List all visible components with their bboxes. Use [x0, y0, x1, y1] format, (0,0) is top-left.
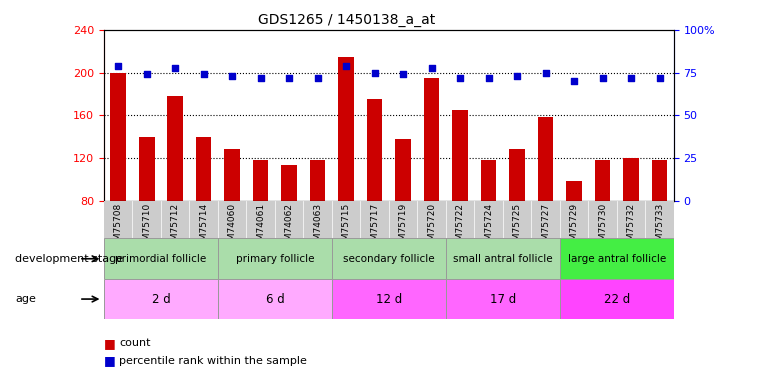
Bar — [623, 158, 639, 201]
Bar — [651, 160, 668, 201]
Point — [140, 71, 152, 77]
Bar — [110, 73, 126, 201]
Text: GDS1265 / 1450138_a_at: GDS1265 / 1450138_a_at — [258, 13, 435, 27]
Bar — [253, 160, 269, 201]
Text: GSM75732: GSM75732 — [627, 202, 635, 252]
Text: ■: ■ — [104, 354, 115, 367]
Text: GSM75727: GSM75727 — [541, 202, 550, 252]
Bar — [310, 160, 326, 201]
Point — [511, 73, 524, 79]
Point — [112, 63, 125, 69]
Text: GSM75720: GSM75720 — [427, 202, 436, 252]
Bar — [560, 279, 674, 319]
Bar — [218, 279, 332, 319]
Point — [169, 64, 182, 70]
Bar — [560, 238, 674, 279]
Point — [340, 63, 353, 69]
Text: small antral follicle: small antral follicle — [453, 254, 553, 264]
Point — [397, 71, 410, 77]
Bar — [395, 139, 411, 201]
Text: GSM75719: GSM75719 — [399, 202, 407, 252]
Text: primary follicle: primary follicle — [236, 254, 314, 264]
Text: percentile rank within the sample: percentile rank within the sample — [119, 356, 307, 366]
Point — [454, 75, 467, 81]
Text: large antral follicle: large antral follicle — [567, 254, 666, 264]
Text: GSM75724: GSM75724 — [484, 202, 493, 252]
Bar — [452, 110, 468, 201]
Bar — [332, 279, 446, 319]
Bar — [446, 279, 560, 319]
Bar — [424, 78, 440, 201]
Bar — [446, 238, 560, 279]
Text: 2 d: 2 d — [152, 292, 170, 306]
Text: ■: ■ — [104, 337, 115, 350]
Text: GSM75725: GSM75725 — [513, 202, 521, 252]
Text: GSM75712: GSM75712 — [171, 202, 179, 252]
Text: development stage: development stage — [15, 254, 123, 264]
Text: GSM75715: GSM75715 — [342, 202, 350, 252]
Bar — [367, 99, 383, 201]
Point — [425, 64, 437, 70]
Text: GSM74060: GSM74060 — [228, 202, 236, 252]
Text: count: count — [119, 338, 151, 348]
Point — [567, 78, 581, 84]
Text: 17 d: 17 d — [490, 292, 516, 306]
Bar — [224, 149, 240, 201]
Text: GSM74061: GSM74061 — [256, 202, 265, 252]
Point — [482, 75, 494, 81]
Text: GSM75729: GSM75729 — [570, 202, 578, 252]
Point — [539, 70, 551, 76]
Bar — [104, 279, 218, 319]
Text: GSM75717: GSM75717 — [370, 202, 379, 252]
Bar — [594, 160, 611, 201]
Point — [625, 75, 638, 81]
Point — [653, 75, 665, 81]
Text: GSM75714: GSM75714 — [199, 202, 208, 252]
Point — [596, 75, 608, 81]
Point — [283, 75, 296, 81]
Text: primordial follicle: primordial follicle — [116, 254, 206, 264]
Text: GSM75730: GSM75730 — [598, 202, 607, 252]
Text: 22 d: 22 d — [604, 292, 630, 306]
Point — [226, 73, 239, 79]
Text: secondary follicle: secondary follicle — [343, 254, 434, 264]
Bar — [537, 117, 554, 201]
Text: GSM75722: GSM75722 — [456, 202, 464, 252]
Bar — [509, 149, 525, 201]
Text: GSM74062: GSM74062 — [285, 202, 293, 252]
Bar — [139, 136, 155, 201]
Text: 12 d: 12 d — [376, 292, 402, 306]
Text: GSM75710: GSM75710 — [142, 202, 151, 252]
Text: 6 d: 6 d — [266, 292, 284, 306]
Bar — [218, 238, 332, 279]
Bar — [332, 238, 446, 279]
Point — [197, 71, 209, 77]
Text: GSM75733: GSM75733 — [655, 202, 664, 252]
Bar — [566, 182, 582, 201]
Bar — [281, 165, 297, 201]
Bar — [196, 136, 212, 201]
Text: age: age — [15, 294, 36, 304]
Point — [311, 75, 323, 81]
Text: GSM74063: GSM74063 — [313, 202, 322, 252]
Bar — [167, 96, 183, 201]
Bar — [338, 57, 354, 201]
Bar — [104, 238, 218, 279]
Point — [254, 75, 266, 81]
Text: GSM75708: GSM75708 — [114, 202, 122, 252]
Bar — [480, 160, 497, 201]
Point — [368, 70, 380, 76]
